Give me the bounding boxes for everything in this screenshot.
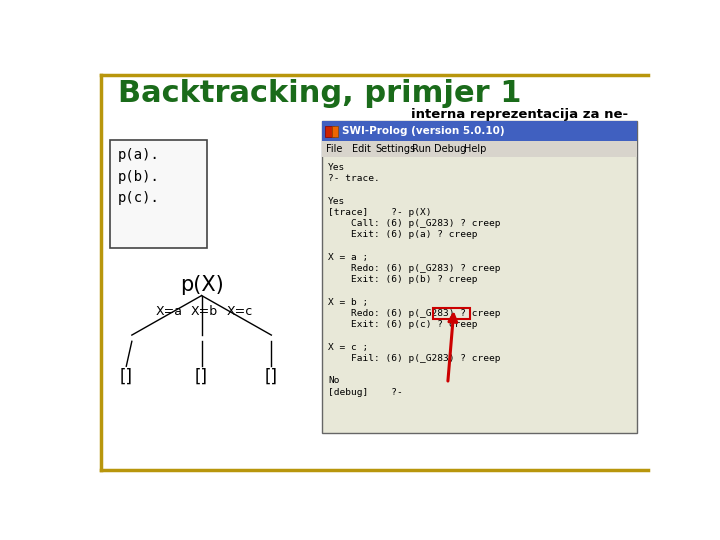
Text: []: []	[120, 368, 132, 386]
Bar	[322, 121, 636, 141]
Text: Debug: Debug	[434, 144, 467, 154]
Text: X=a: X=a	[156, 305, 183, 318]
Text: Yes
?- trace.

Yes
[trace]    ?- p(X)
    Call: (6) p(_G283) ? creep
    Exit: (: Yes ?- trace. Yes [trace] ?- p(X) Call: …	[328, 163, 501, 397]
Text: interna reprezentacija za ne-
instanciranu promjenljivu: interna reprezentacija za ne- instancira…	[411, 109, 628, 138]
Text: SWI-Prolog (version 5.0.10): SWI-Prolog (version 5.0.10)	[342, 126, 504, 136]
Text: Edit: Edit	[352, 144, 371, 154]
Text: X=b: X=b	[191, 305, 218, 318]
Text: Help: Help	[464, 144, 487, 154]
Bar	[433, 308, 469, 319]
Text: File: File	[326, 144, 343, 154]
Text: Run: Run	[412, 144, 431, 154]
Text: []: []	[195, 368, 208, 386]
Text: p(a).
p(b).
p(c).: p(a). p(b). p(c).	[118, 148, 160, 205]
Bar	[322, 121, 636, 433]
Bar	[332, 126, 338, 137]
Text: []: []	[265, 368, 278, 386]
Bar	[109, 140, 207, 248]
Text: p(X): p(X)	[180, 275, 223, 295]
Text: X=c: X=c	[226, 305, 253, 318]
Bar	[322, 141, 636, 157]
Bar	[325, 126, 334, 137]
Text: Backtracking, primjer 1: Backtracking, primjer 1	[118, 79, 521, 109]
Text: Settings: Settings	[375, 144, 415, 154]
